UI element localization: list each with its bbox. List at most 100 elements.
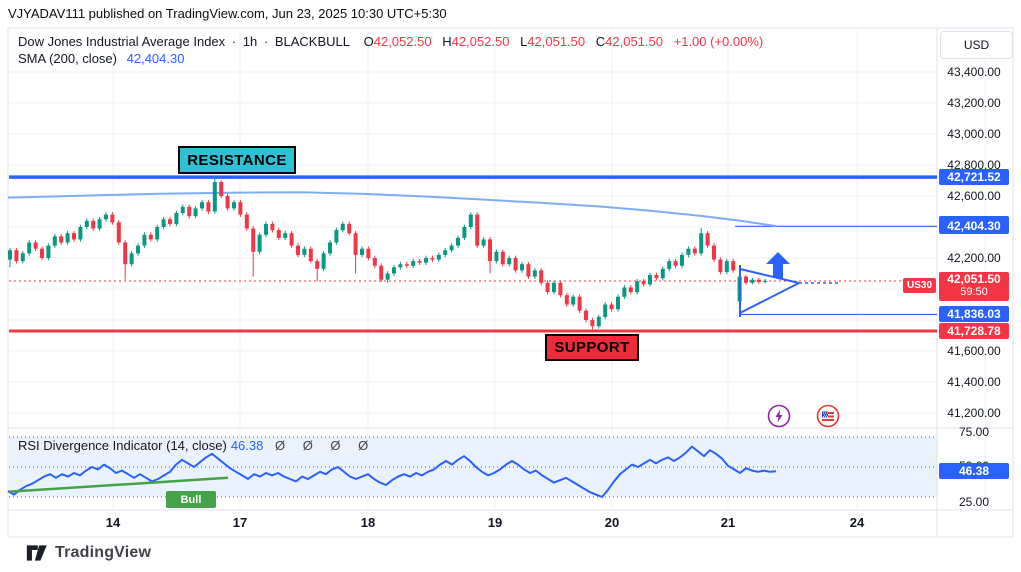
- candle: [180, 206, 185, 214]
- rsi-line: [7, 445, 777, 498]
- candle: [462, 227, 467, 238]
- candle: [673, 261, 678, 266]
- candle: [545, 282, 550, 293]
- footer-brand[interactable]: TradingView: [26, 544, 151, 562]
- candle: [468, 214, 473, 227]
- candle: [136, 245, 140, 254]
- publish-info-text: VJYADAV111 published on TradingView.com,…: [8, 6, 447, 21]
- price-tick: 41,200.00: [947, 406, 1001, 420]
- price-badge: 42,051.50 59:50: [939, 271, 1009, 301]
- candle: [302, 248, 307, 255]
- candle: [33, 242, 38, 249]
- legend-separator: ·: [231, 34, 237, 49]
- ohlc-close: C42,051.50: [595, 34, 663, 49]
- candle: [507, 258, 512, 265]
- candle: [660, 268, 665, 279]
- bull-divergence-label[interactable]: Bull: [166, 491, 216, 508]
- candle: [577, 296, 582, 311]
- candle: [340, 223, 345, 231]
- candle: [366, 248, 371, 258]
- price-badge: 42,721.52: [939, 169, 1009, 186]
- candle: [174, 213, 179, 224]
- support-label[interactable]: SUPPORT: [545, 334, 639, 361]
- candle: [398, 264, 403, 268]
- candle: [718, 259, 723, 272]
- candle: [148, 234, 153, 240]
- candle: [97, 219, 102, 229]
- sma-label: SMA (200, close): [18, 51, 117, 66]
- price-tick: 43,200.00: [947, 96, 1001, 110]
- candle: [104, 214, 108, 220]
- candle: [200, 202, 204, 209]
- candle: [84, 220, 89, 227]
- candle: [91, 220, 96, 229]
- candle: [603, 304, 608, 317]
- candle: [59, 236, 64, 243]
- candle: [212, 182, 217, 212]
- candle: [161, 219, 166, 227]
- candle: [622, 287, 627, 297]
- candle: [417, 261, 422, 263]
- candle: [532, 270, 537, 277]
- candle: [430, 258, 435, 260]
- ohlc-high: H42,052.50: [442, 34, 510, 49]
- candle: [590, 320, 595, 327]
- candle: [404, 264, 409, 266]
- candle: [308, 248, 313, 262]
- candle: [129, 253, 134, 265]
- currency-toggle-button[interactable]: USD: [940, 31, 1013, 59]
- candle: [616, 296, 620, 310]
- candle: [27, 242, 32, 254]
- candle: [116, 222, 121, 243]
- candle: [699, 233, 704, 254]
- candle: [52, 236, 57, 246]
- resistance-label[interactable]: RESISTANCE: [178, 146, 296, 174]
- symbol-price-tag: US30: [903, 278, 936, 293]
- candle: [488, 239, 492, 262]
- legend-symbol-row[interactable]: Dow Jones Industrial Average Index · 1h …: [18, 33, 763, 50]
- rsi-tick: 25.00: [958, 495, 990, 509]
- candle: [379, 265, 384, 280]
- price-badge: 41,728.78: [939, 323, 1009, 340]
- time-label: 17: [232, 515, 248, 530]
- candle: [628, 287, 633, 293]
- tradingview-logo-text: TradingView: [55, 544, 152, 561]
- candle: [756, 279, 761, 283]
- time-label: 19: [487, 515, 503, 530]
- rsi-title: RSI Divergence Indicator (14, close): [18, 438, 227, 453]
- sma-200-line: [7, 191, 778, 228]
- breakout-up-arrow[interactable]: [766, 252, 790, 278]
- price-tick: 42,600.00: [947, 189, 1001, 203]
- candle: [584, 310, 588, 320]
- rsi-legend[interactable]: RSI Divergence Indicator (14, close) 46.3…: [18, 438, 375, 453]
- candle: [168, 219, 172, 224]
- candle: [596, 316, 601, 327]
- legend-sma-row[interactable]: SMA (200, close) 42,404.30: [18, 50, 763, 67]
- volatility-event-icon[interactable]: [767, 404, 791, 428]
- candle: [692, 248, 697, 254]
- candle: [443, 250, 448, 255]
- candle: [641, 281, 646, 285]
- candle: [449, 245, 454, 251]
- candle: [609, 304, 614, 310]
- candle: [257, 234, 262, 252]
- candle: [558, 282, 563, 296]
- candle: [385, 273, 390, 280]
- candle: [712, 245, 716, 260]
- pennant-upper-line: [739, 268, 800, 284]
- us-flag-event-icon[interactable]: [816, 404, 840, 428]
- time-label: 20: [604, 515, 620, 530]
- candle: [46, 245, 51, 258]
- candle: [206, 202, 211, 212]
- candle: [750, 279, 755, 283]
- chart-frame: [7, 27, 1014, 538]
- bull-text: Bull: [180, 493, 202, 506]
- candle: [232, 202, 236, 209]
- currency-label: USD: [963, 38, 990, 52]
- rsi-value: 46.38: [230, 438, 264, 453]
- candle: [155, 227, 160, 240]
- candle: [353, 233, 358, 255]
- candle: [315, 261, 320, 269]
